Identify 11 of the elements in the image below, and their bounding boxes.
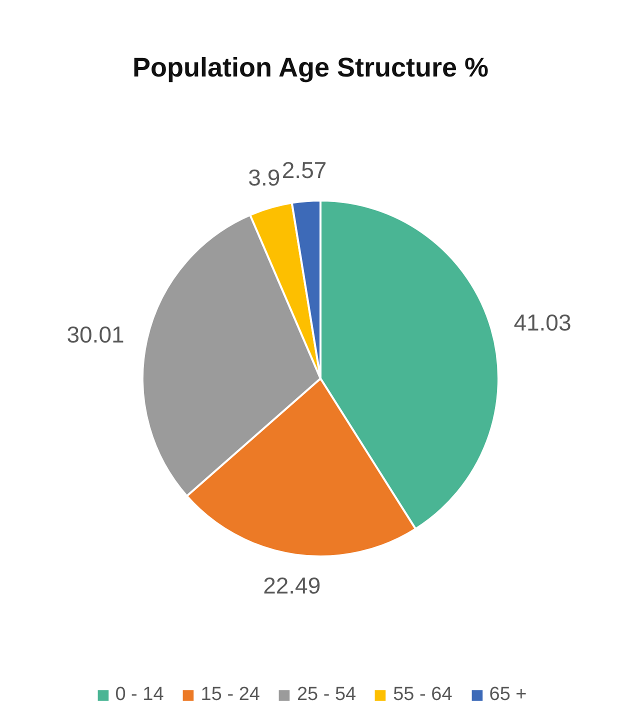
legend-label: 15 - 24	[200, 684, 260, 706]
legend-label: 0 - 14	[115, 684, 164, 706]
legend-label: 65 +	[489, 684, 527, 706]
chart-title: Population Age Structure %	[132, 52, 489, 82]
legend-label: 55 - 64	[393, 684, 452, 706]
data-label: 22.49	[263, 572, 321, 599]
data-label: 2.57	[282, 157, 327, 184]
data-label: 30.01	[66, 321, 124, 348]
data-label: 41.03	[514, 310, 572, 336]
legend-label: 25 - 54	[296, 684, 356, 706]
data-label: 3.9	[248, 164, 280, 190]
